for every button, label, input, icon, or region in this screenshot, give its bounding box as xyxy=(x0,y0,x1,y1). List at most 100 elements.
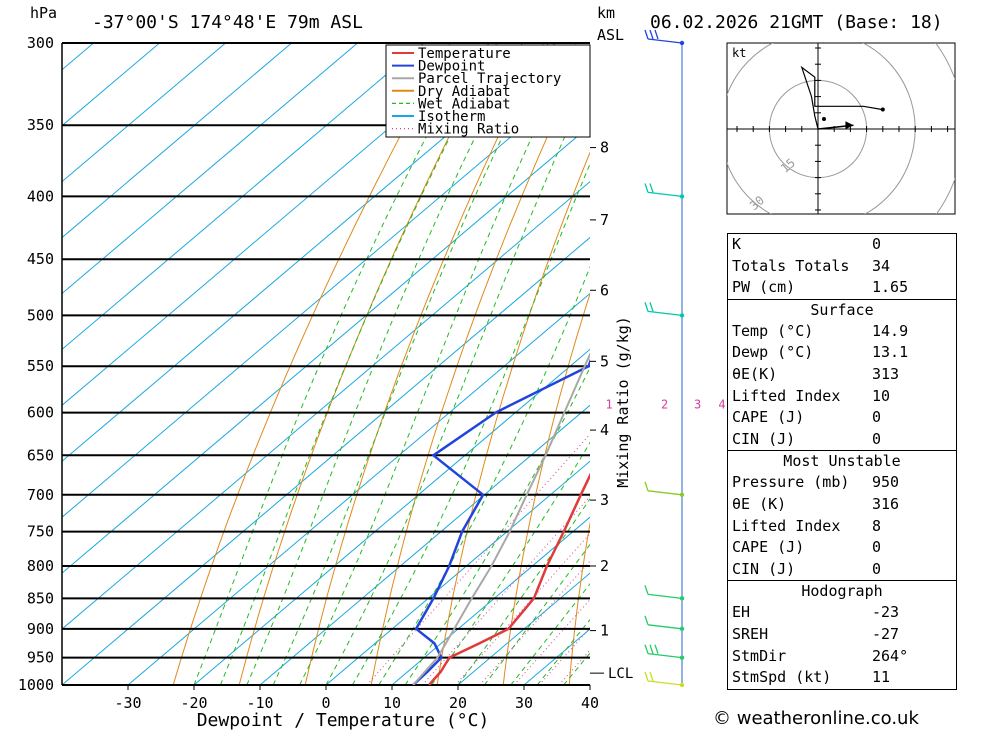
isotherm-line xyxy=(127,292,590,685)
pressure-tick-label: 900 xyxy=(27,620,54,638)
copyright-link[interactable]: © weatheronline.co.uk xyxy=(713,708,919,729)
barb-feather xyxy=(644,671,649,682)
wind-barb xyxy=(644,585,683,599)
hodo-row: StmSpd (kt) 11 xyxy=(732,668,891,687)
isobar-lines xyxy=(61,42,590,686)
wind-barb xyxy=(644,29,683,44)
km-label: km xyxy=(597,4,615,22)
wet-adiabat-line xyxy=(457,497,590,685)
km-tick-label: 4 xyxy=(600,421,609,439)
wind-barb xyxy=(644,671,683,686)
barb-staff xyxy=(647,38,683,44)
barb-feather xyxy=(644,183,649,193)
storm-motion-arrow xyxy=(845,121,854,130)
km-tick-label: 2 xyxy=(600,557,609,575)
x-tick-label: 30 xyxy=(515,694,533,712)
mixing-ratio-line xyxy=(513,598,590,685)
barb-feather xyxy=(654,29,659,40)
asl-label: ASL xyxy=(597,26,624,44)
isotherm-line xyxy=(62,69,590,518)
surface-row: θE(K) 313 xyxy=(732,364,900,383)
dry-adiabat-line xyxy=(568,520,590,685)
wind-barb xyxy=(644,644,683,659)
km-tick-label: 1 xyxy=(600,622,609,640)
location-title: -37°00'S 174°48'E 79m ASL xyxy=(92,12,363,33)
mixing-ratio-axis-title: Mixing Ratio (g/kg) xyxy=(614,316,632,488)
hodo-row: SREH -27 xyxy=(732,624,900,643)
legend-label: Parcel Trajectory xyxy=(418,71,561,87)
mixing-ratio-label: 3 xyxy=(694,398,701,412)
pressure-tick-label: 550 xyxy=(27,357,54,375)
series-parcel-trajectory xyxy=(412,352,590,685)
x-tick-label: 20 xyxy=(449,694,467,712)
barb-feather xyxy=(649,302,654,312)
datetime-title: 06.02.2026 21GMT (Base: 18) xyxy=(650,12,943,33)
barb-feather xyxy=(644,481,649,492)
mixing-ratio-line xyxy=(479,560,590,685)
isotherm-line xyxy=(62,43,490,406)
pressure-tick-label: 1000 xyxy=(18,676,54,694)
isotherm-line xyxy=(193,348,590,685)
index-row-pw: PW (cm) 1.65 xyxy=(732,278,909,297)
wet-adiabat-line xyxy=(378,265,590,685)
wet-adiabat-line xyxy=(246,43,523,685)
series-temperature xyxy=(428,472,590,685)
isotherm-line xyxy=(62,43,160,127)
surface-title: Surface xyxy=(810,300,874,319)
legend-box xyxy=(385,44,591,138)
km-tick-label: 7 xyxy=(600,211,609,229)
lcl-label: LCL xyxy=(608,666,633,682)
barb-feather xyxy=(654,644,659,654)
isotherm-line xyxy=(62,43,424,351)
barb-staff xyxy=(647,624,683,630)
hodograph-startpoint xyxy=(822,117,826,121)
wet-adiabat-line xyxy=(219,43,499,685)
barb-feather xyxy=(644,615,649,626)
isotherm-line xyxy=(62,43,358,295)
hodograph-unit: kt xyxy=(732,46,746,60)
surface-section: Surface Temp (°C) 14.9 Dewp (°C) 13.1 θE(K… xyxy=(728,298,956,451)
wet-adiabat-line xyxy=(299,43,577,685)
mixing-ratio-line xyxy=(366,433,590,685)
surface-row: Lifted Index 10 xyxy=(732,386,891,405)
pressure-tick-label: 800 xyxy=(27,557,54,575)
pressure-tick-label: 300 xyxy=(27,34,54,52)
mixing-ratio-line xyxy=(454,532,590,685)
legend-label: Isotherm xyxy=(418,109,485,125)
km-tick-label: 3 xyxy=(600,491,609,509)
barb-staff xyxy=(647,490,683,496)
most-unstable-title: Most Unstable xyxy=(783,452,901,471)
legend-label: Wet Adiabat xyxy=(418,96,511,112)
isotherm-line xyxy=(62,43,226,183)
surface-row: Temp (°C) 14.9 xyxy=(732,321,909,340)
mu-row: CAPE (J) 0 xyxy=(732,538,882,557)
wind-barb xyxy=(644,481,683,496)
x-axis-title: Dewpoint / Temperature (°C) xyxy=(197,710,490,731)
km-tick-label: 8 xyxy=(600,139,609,157)
pressure-tick-label: 650 xyxy=(27,446,54,464)
barb-feather xyxy=(649,183,654,193)
barb-feather xyxy=(644,644,649,654)
hodograph-trace xyxy=(800,65,883,130)
dry-adiabat-line xyxy=(953,43,1000,685)
barb-feather xyxy=(649,29,654,40)
mixing-ratio-label: 1 xyxy=(606,398,613,412)
x-tick-label: 0 xyxy=(321,694,330,712)
legend-label: Mixing Ratio xyxy=(418,122,519,138)
barb-staff xyxy=(647,310,683,317)
series-dewpoint xyxy=(412,358,590,685)
x-tick-label: 10 xyxy=(383,694,401,712)
barb-staff xyxy=(647,680,683,686)
mu-row: CIN (J) 0 xyxy=(732,559,882,578)
dry-adiabat-line xyxy=(238,43,498,685)
surface-row: CIN (J) 0 xyxy=(732,429,882,448)
wind-profile xyxy=(644,29,685,688)
barb-feather xyxy=(644,585,649,595)
barb-feather xyxy=(644,29,649,40)
isotherm-line xyxy=(391,516,590,685)
